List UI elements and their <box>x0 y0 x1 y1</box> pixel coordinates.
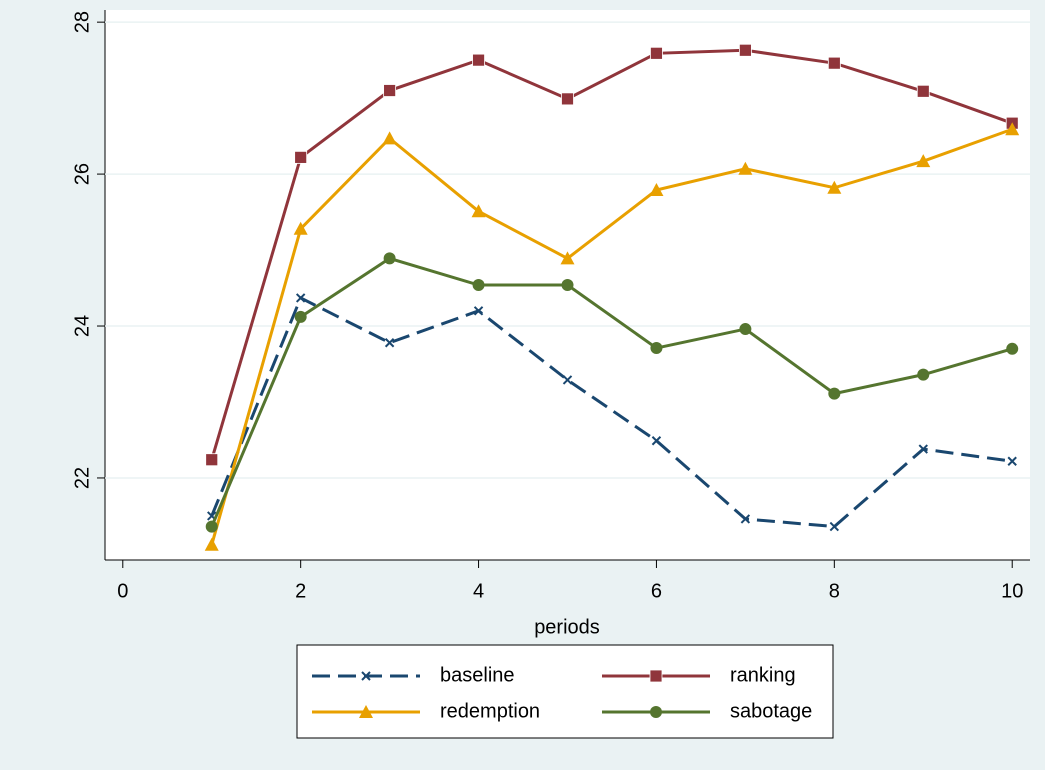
point <box>384 338 395 348</box>
point <box>205 520 218 533</box>
point <box>562 375 573 385</box>
point <box>828 387 841 400</box>
point <box>650 342 663 355</box>
series-line <box>210 256 1013 528</box>
series-line <box>210 295 1013 529</box>
point <box>294 150 308 164</box>
point <box>738 161 753 175</box>
point <box>651 436 662 446</box>
point <box>918 444 928 454</box>
series-line <box>210 127 1013 546</box>
series-line <box>210 48 1013 461</box>
point <box>650 46 663 60</box>
point <box>205 453 219 467</box>
x-axis-title: periods <box>534 616 600 638</box>
x-tick-label: 4 <box>473 580 484 602</box>
legend-marker <box>361 671 371 681</box>
point <box>294 310 307 323</box>
point <box>829 521 840 532</box>
legend-label: baseline <box>440 664 515 686</box>
point <box>739 323 752 336</box>
point <box>1005 122 1020 136</box>
point <box>649 183 664 197</box>
x-tick-label: 8 <box>829 580 840 602</box>
point <box>916 154 931 168</box>
legend-label: sabotage <box>730 700 812 722</box>
x-tick-label: 2 <box>295 580 306 602</box>
legend-marker <box>359 705 373 718</box>
point <box>471 204 486 218</box>
y-tick-label: 24 <box>71 315 93 337</box>
x-tick-label: 10 <box>1001 580 1023 602</box>
legend <box>296 644 834 739</box>
legend-marker <box>649 669 663 683</box>
point <box>382 131 397 145</box>
point <box>472 279 485 291</box>
point <box>917 368 930 381</box>
point <box>383 84 397 97</box>
point <box>561 92 574 106</box>
y-tick-label: 26 <box>71 163 93 185</box>
point <box>204 537 219 551</box>
legend-marker <box>650 706 662 718</box>
point <box>472 53 485 67</box>
point <box>473 306 484 316</box>
point <box>916 84 930 98</box>
x-tick-label: 0 <box>117 580 128 602</box>
legend-label: ranking <box>730 664 796 686</box>
point <box>827 180 842 194</box>
point <box>738 43 752 57</box>
x-tick-label: 6 <box>651 580 662 602</box>
legend-label: redemption <box>440 700 540 722</box>
point <box>1006 342 1019 355</box>
point <box>293 221 308 235</box>
y-tick-label: 28 <box>71 11 93 33</box>
point <box>383 252 396 265</box>
point <box>561 279 574 291</box>
y-tick-label: 22 <box>71 467 93 489</box>
point <box>295 293 306 303</box>
point <box>740 514 751 524</box>
point <box>560 251 575 265</box>
point <box>827 56 841 70</box>
point <box>1007 456 1017 466</box>
